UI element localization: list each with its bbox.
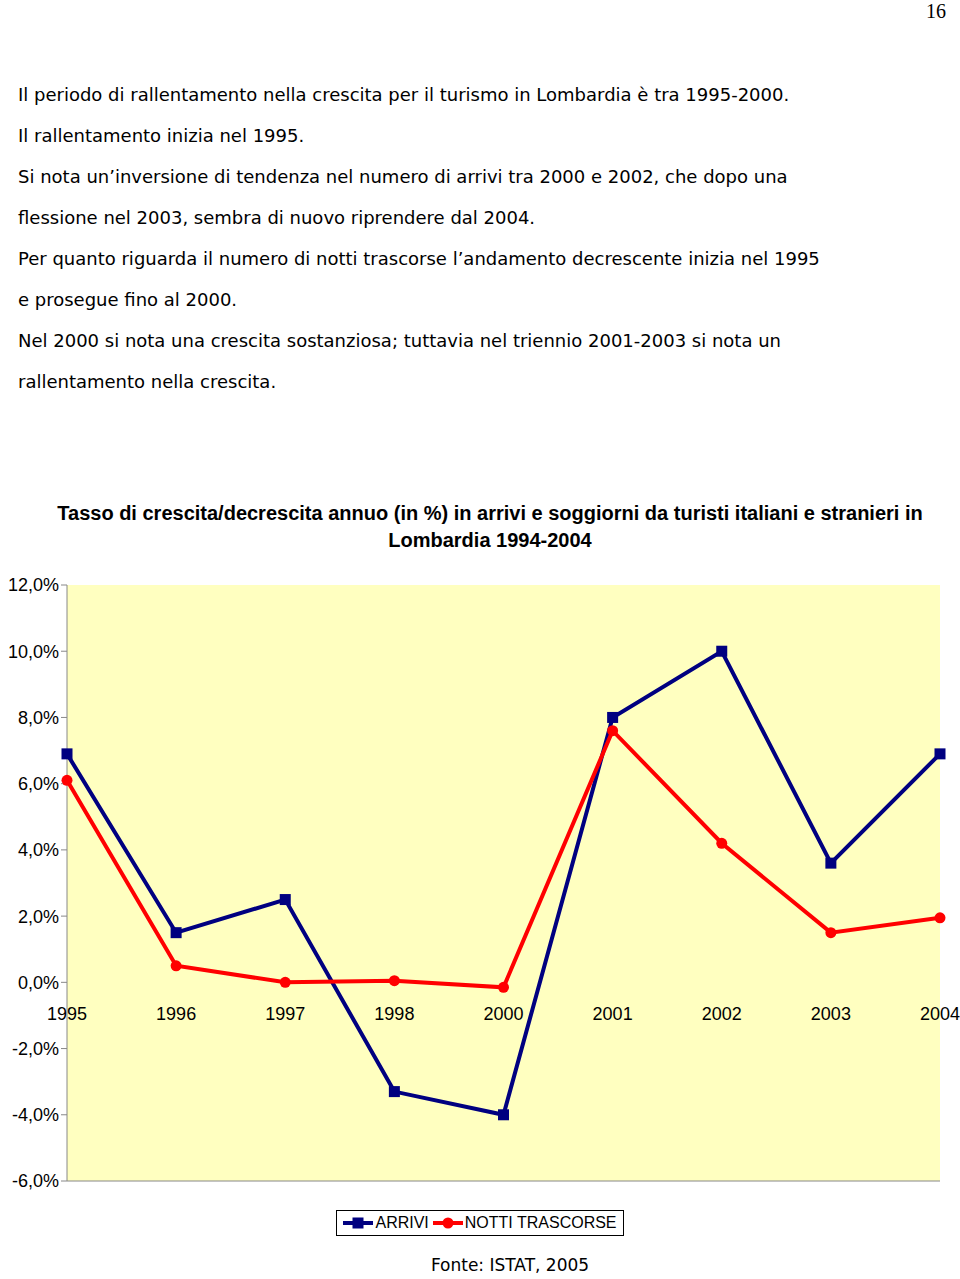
svg-text:1996: 1996: [156, 1004, 196, 1024]
html-text:Nel 2000 si nota una crescita: Nel 2000 si nota una crescita sostanzios…: [18, 330, 781, 351]
html-text:Per quanto riguarda il numero: Per quanto riguarda il numero di notti t…: [18, 248, 820, 269]
svg-text:1998: 1998: [374, 1004, 414, 1024]
html-text:Tasso di crescita/decrescita a: Tasso di crescita/decrescita annuo (in %…: [57, 502, 923, 551]
svg-text:2001: 2001: [593, 1004, 633, 1024]
svg-text:12,0%: 12,0%: [8, 575, 59, 595]
html-text:16: 16: [926, 0, 946, 22]
html-text:rallentamento nella crescita.: rallentamento nella crescita.: [18, 371, 277, 392]
svg-text:2004: 2004: [920, 1004, 952, 1024]
html-text:Il periodo di rallentamento ne: Il periodo di rallentamento nella cresci…: [18, 84, 790, 105]
svg-text:2003: 2003: [811, 1004, 851, 1024]
svg-text:-6,0%: -6,0%: [12, 1171, 59, 1191]
svg-text:2,0%: 2,0%: [18, 907, 59, 927]
svg-text:4,0%: 4,0%: [18, 840, 59, 860]
html-text:ARRIVI: ARRIVI: [375, 1214, 429, 1231]
svg-text:1997: 1997: [265, 1004, 305, 1024]
svg-text:2002: 2002: [702, 1004, 742, 1024]
svg-text:1995: 1995: [47, 1004, 87, 1024]
svg-text:2000: 2000: [483, 1004, 523, 1024]
svg-text:0,0%: 0,0%: [18, 973, 59, 993]
html-text:Fonte: ISTAT, 2005: Fonte: ISTAT, 2005: [430, 1255, 590, 1275]
svg-text:6,0%: 6,0%: [18, 774, 59, 794]
html-text:NOTTI TRASCORSE: NOTTI TRASCORSE: [464, 1214, 617, 1231]
html-text:Si nota un’inversione di tende: Si nota un’inversione di tendenza nel nu…: [18, 166, 788, 187]
svg-text:8,0%: 8,0%: [18, 708, 59, 728]
svg-text:-2,0%: -2,0%: [12, 1039, 59, 1059]
html-text:Il rallentamento inizia nel 19: Il rallentamento inizia nel 1995.: [18, 125, 305, 146]
html-text:flessione nel 2003, sembra di: flessione nel 2003, sembra di nuovo ripr…: [18, 207, 536, 228]
svg-text:10,0%: 10,0%: [8, 642, 59, 662]
html-text:e prosegue fino al 2000.: e prosegue fino al 2000.: [18, 289, 238, 310]
svg-text:-4,0%: -4,0%: [12, 1105, 59, 1125]
